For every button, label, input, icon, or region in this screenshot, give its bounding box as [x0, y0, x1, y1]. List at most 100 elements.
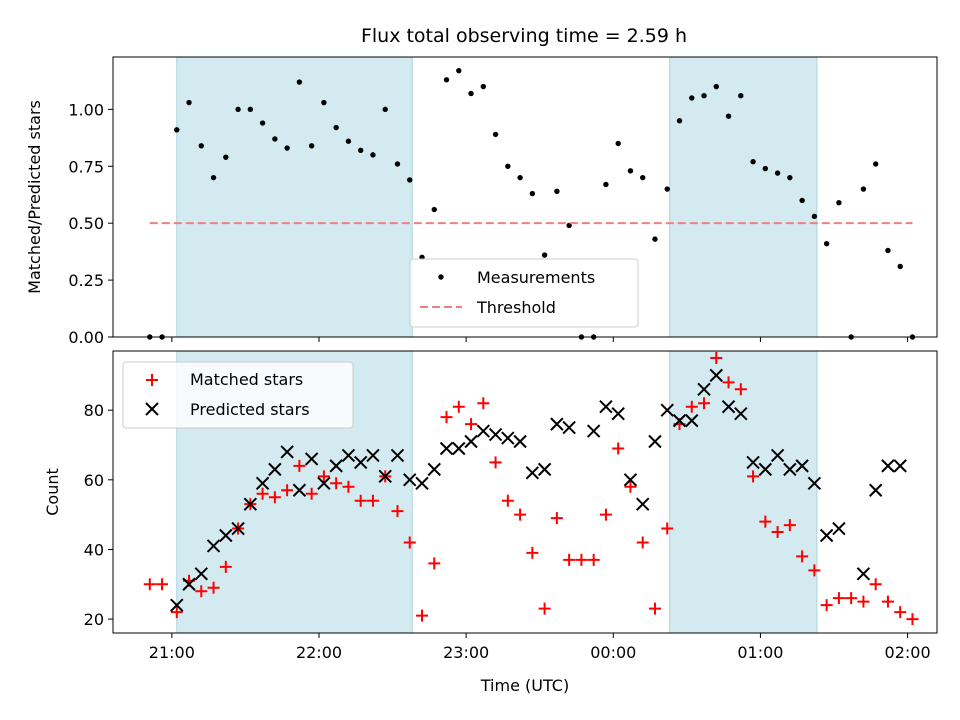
- x-tick-label: 23:00: [443, 643, 489, 662]
- top-y-tick-label: 0.25: [68, 271, 104, 290]
- measurement-point: [284, 145, 290, 151]
- predicted-star-point: [415, 476, 429, 491]
- legend-threshold-label: Threshold: [476, 298, 556, 317]
- measurement-point: [774, 170, 781, 176]
- matched-star-point: [526, 546, 539, 559]
- predicted-star-point: [403, 473, 417, 487]
- measurement-point: [198, 143, 204, 149]
- matched-star-point: [143, 578, 156, 591]
- measurement-point: [210, 174, 217, 181]
- measurement-point: [554, 188, 560, 195]
- measurement-point: [885, 247, 891, 254]
- bottom-y-axis-label: Count: [43, 468, 62, 516]
- matched-star-point: [538, 602, 551, 615]
- measurement-point: [689, 95, 695, 101]
- predicted-star-point: [795, 459, 809, 473]
- measurement-point: [345, 138, 352, 144]
- measurement-point: [603, 181, 609, 188]
- measurement-point: [382, 106, 388, 113]
- chart-title: Flux total observing time = 2.59 h: [361, 25, 687, 47]
- top-y-tick-label: 0.50: [68, 214, 104, 233]
- bottom-plot-area: [143, 351, 919, 626]
- measurement-point: [811, 213, 818, 220]
- measurement-point: [308, 143, 315, 149]
- top-panel: 0.00 0.25 0.50 0.75 1.00 Matched/Predicted s…: [25, 56, 938, 347]
- bottom-x-axis-label: Time (UTC): [480, 676, 569, 695]
- matched-star-point: [575, 553, 588, 566]
- matched-star-point: [808, 564, 821, 577]
- measurement-point: [247, 106, 254, 113]
- measurement-point: [627, 168, 634, 174]
- matched-star-point: [845, 592, 858, 605]
- top-shaded-intervals: [176, 56, 818, 338]
- matched-star-point: [869, 578, 882, 591]
- predicted-star-point: [427, 462, 441, 477]
- predicted-star-point: [452, 441, 466, 456]
- predicted-star-point: [770, 448, 785, 463]
- predicted-star-point: [219, 528, 233, 543]
- predicted-star-point: [243, 497, 258, 511]
- matched-star-point: [636, 536, 649, 549]
- matched-star-point: [587, 553, 600, 566]
- predicted-star-point: [783, 462, 797, 477]
- matched-star-point: [452, 400, 465, 413]
- matched-star-point: [624, 480, 637, 493]
- predicted-star-point: [231, 521, 245, 536]
- predicted-star-point: [697, 382, 711, 397]
- x-tick-label: 01:00: [737, 643, 783, 662]
- bottom-shaded-interval: [669, 350, 818, 634]
- top-y-axis-label: Matched/Predicted stars: [25, 100, 44, 294]
- predicted-star-point: [268, 462, 282, 477]
- measurement-point: [186, 99, 192, 106]
- matched-star-point: [207, 581, 220, 594]
- measurement-point: [897, 263, 903, 270]
- measurement-point: [701, 92, 707, 99]
- matched-star-point: [354, 494, 367, 507]
- measurement-point: [321, 99, 327, 106]
- matched-star-point: [661, 522, 674, 535]
- measurement-point: [505, 163, 511, 169]
- predicted-star-point: [255, 476, 270, 491]
- measurement-point: [725, 113, 732, 119]
- measurement-point: [468, 90, 474, 97]
- bottom-y-tick-label: 60: [84, 471, 104, 490]
- top-y-axis: 0.00 0.25 0.50 0.75 1.00: [68, 100, 113, 347]
- measurement-point: [615, 140, 621, 147]
- matched-star-point: [710, 351, 723, 364]
- top-legend: Measurements Threshold: [409, 258, 639, 328]
- top-legend-box: [409, 258, 639, 328]
- matched-star-point: [722, 376, 735, 389]
- legend-matched-label: Matched stars: [190, 370, 303, 389]
- predicted-star-point: [550, 417, 564, 431]
- legend-predicted-label: Predicted stars: [190, 400, 310, 419]
- bottom-x-axis: 21:00 22:00 23:00 00:00 01:00 02:00: [149, 633, 931, 662]
- predicted-star-point: [660, 403, 674, 417]
- predicted-star-point: [746, 455, 760, 470]
- predicted-star-point: [537, 462, 552, 477]
- legend-matched-marker: [146, 374, 158, 386]
- measurement-point: [872, 161, 879, 167]
- bottom-legend: Matched stars Predicted stars: [122, 361, 354, 429]
- predicted-star-point: [304, 452, 319, 466]
- predicted-star-point: [280, 445, 294, 459]
- predicted-star-point: [868, 483, 883, 497]
- bottom-y-axis: 20 40 60 80: [84, 401, 113, 629]
- x-tick-label: 21:00: [149, 643, 195, 662]
- matched-star-point: [550, 512, 563, 525]
- bottom-y-tick-label: 40: [84, 540, 104, 559]
- measurement-point: [480, 83, 487, 90]
- predicted-star-point: [881, 459, 895, 473]
- top-shaded-interval: [669, 56, 818, 338]
- measurement-point: [652, 236, 658, 242]
- bottom-legend-box: [122, 361, 354, 429]
- matched-star-point: [796, 550, 809, 563]
- measurement-point: [640, 174, 646, 181]
- matched-star-point: [477, 397, 490, 410]
- measurement-point: [431, 206, 437, 213]
- matched-star-point: [734, 383, 747, 396]
- predicted-star-point: [636, 497, 650, 511]
- predicted-star-point: [439, 441, 454, 456]
- bottom-axes-frame: [112, 350, 938, 634]
- predicted-star-point: [292, 483, 307, 497]
- predicted-star-point: [353, 455, 368, 470]
